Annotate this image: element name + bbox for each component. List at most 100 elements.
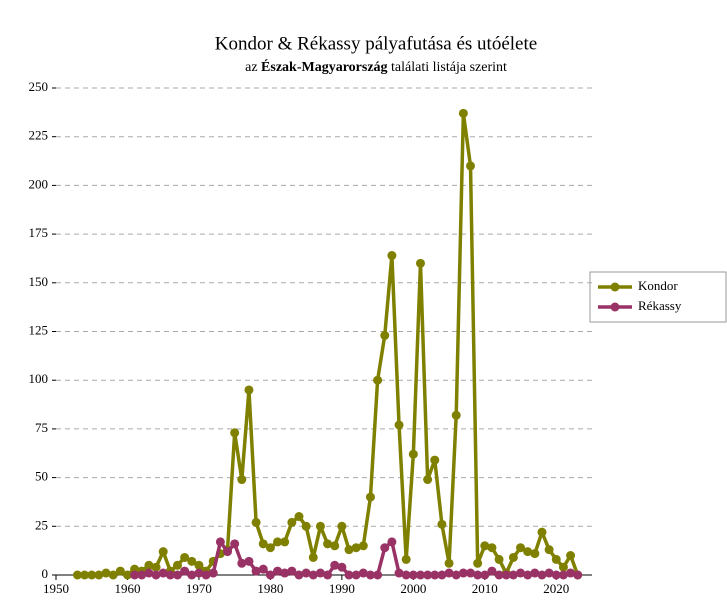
- point: [380, 330, 390, 340]
- y-tick-label: 50: [35, 469, 48, 484]
- point: [430, 455, 440, 465]
- point: [158, 547, 168, 557]
- point: [251, 566, 261, 576]
- point: [437, 570, 447, 580]
- x-tick-label: 2010: [472, 581, 498, 596]
- point: [294, 570, 304, 580]
- point: [558, 570, 568, 580]
- point: [537, 570, 547, 580]
- point: [444, 558, 454, 568]
- point: [308, 552, 318, 562]
- point: [172, 560, 182, 570]
- x-tick-label: 2020: [543, 581, 569, 596]
- point: [244, 385, 254, 395]
- point: [551, 570, 561, 580]
- x-tick-label: 1950: [43, 581, 69, 596]
- point: [308, 570, 318, 580]
- point: [566, 568, 576, 578]
- point: [280, 568, 290, 578]
- point: [101, 568, 111, 578]
- point: [423, 570, 433, 580]
- x-tick-label: 1970: [186, 581, 212, 596]
- point: [373, 570, 383, 580]
- point: [180, 552, 190, 562]
- point: [358, 568, 368, 578]
- point: [315, 568, 325, 578]
- point: [473, 558, 483, 568]
- point: [187, 570, 197, 580]
- point: [72, 570, 82, 580]
- point: [530, 568, 540, 578]
- point: [537, 527, 547, 537]
- x-tick-label: 1960: [114, 581, 140, 596]
- point: [251, 517, 261, 527]
- point: [480, 570, 490, 580]
- point: [437, 519, 447, 529]
- legend-box: [589, 271, 727, 323]
- point: [330, 560, 340, 570]
- point: [323, 570, 333, 580]
- y-tick-label: 225: [29, 128, 49, 143]
- point: [408, 570, 418, 580]
- y-tick-label: 250: [29, 79, 49, 94]
- point: [387, 251, 397, 261]
- point: [573, 570, 583, 580]
- y-tick-label: 100: [29, 371, 49, 386]
- point: [244, 556, 254, 566]
- point: [523, 570, 533, 580]
- point: [401, 570, 411, 580]
- point: [415, 570, 425, 580]
- point: [258, 564, 268, 574]
- point: [508, 570, 518, 580]
- point: [487, 566, 497, 576]
- point: [458, 568, 468, 578]
- point: [265, 570, 275, 580]
- point: [544, 545, 554, 555]
- point: [87, 570, 97, 580]
- point: [208, 568, 218, 578]
- x-tick-label: 1990: [329, 581, 355, 596]
- point: [151, 570, 161, 580]
- point: [365, 570, 375, 580]
- point: [494, 570, 504, 580]
- point: [494, 554, 504, 564]
- point: [237, 558, 247, 568]
- point: [351, 543, 361, 553]
- point: [273, 537, 283, 547]
- point: [151, 562, 161, 572]
- point: [365, 492, 375, 502]
- point: [387, 537, 397, 547]
- point: [473, 570, 483, 580]
- point: [530, 549, 540, 559]
- point: [373, 375, 383, 385]
- subtitle-part: az: [245, 60, 261, 75]
- point: [230, 428, 240, 438]
- point: [280, 537, 290, 547]
- point: [566, 551, 576, 561]
- point: [551, 554, 561, 564]
- point: [273, 566, 283, 576]
- point: [344, 545, 354, 555]
- point: [258, 539, 268, 549]
- point: [401, 554, 411, 564]
- legend-label: Rékassy: [638, 298, 682, 313]
- point: [451, 570, 461, 580]
- chart-subtitle: az Észak-Magyarország találati listája s…: [245, 58, 507, 75]
- y-tick-label: 0: [42, 566, 49, 581]
- point: [130, 570, 140, 580]
- point: [180, 566, 190, 576]
- point: [172, 570, 182, 580]
- point: [430, 570, 440, 580]
- point: [501, 570, 511, 580]
- point: [265, 543, 275, 553]
- point: [466, 568, 476, 578]
- point: [415, 258, 425, 268]
- point: [294, 512, 304, 522]
- x-tick-label: 2000: [400, 581, 426, 596]
- y-tick-label: 25: [35, 517, 48, 532]
- point: [480, 541, 490, 551]
- point: [451, 410, 461, 420]
- point: [94, 570, 104, 580]
- point: [194, 568, 204, 578]
- point: [301, 568, 311, 578]
